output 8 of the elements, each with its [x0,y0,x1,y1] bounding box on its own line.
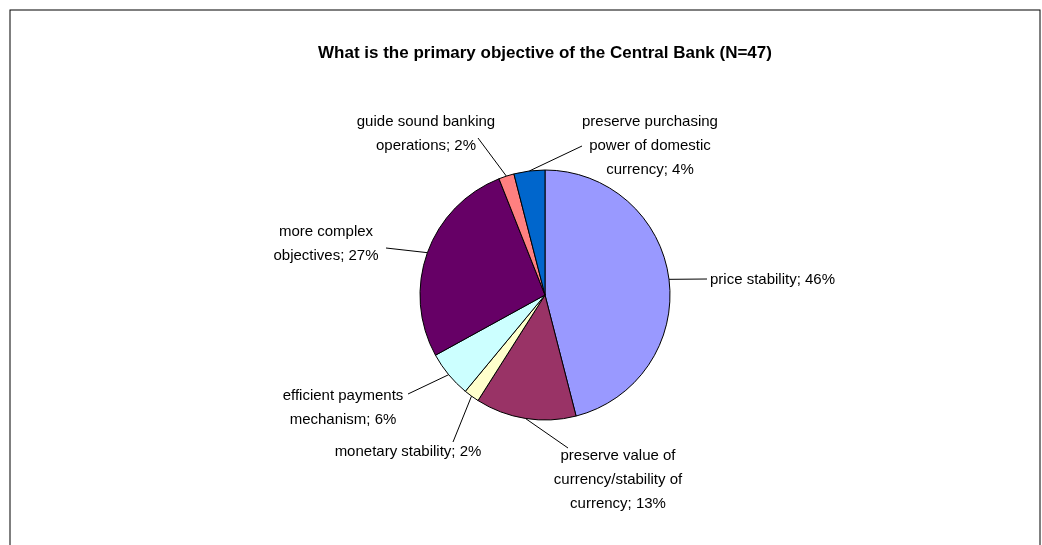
slice-label: more complex objectives; 27% [273,222,379,263]
slice-label: guide sound banking operations; 2% [356,112,496,153]
slice-label: monetary stability; 2% [334,442,482,459]
chart-title: What is the primary objective of the Central Bank (N=47) [318,43,772,62]
slice-label: efficient payments mechanism; 6% [282,386,404,427]
slice-label: price stability; 46% [710,270,836,287]
slice-label: preserve purchasing power of domestic currency; 4% [582,112,718,177]
slice-label: preserve value of currency/stability of currency; 13% [553,446,684,511]
